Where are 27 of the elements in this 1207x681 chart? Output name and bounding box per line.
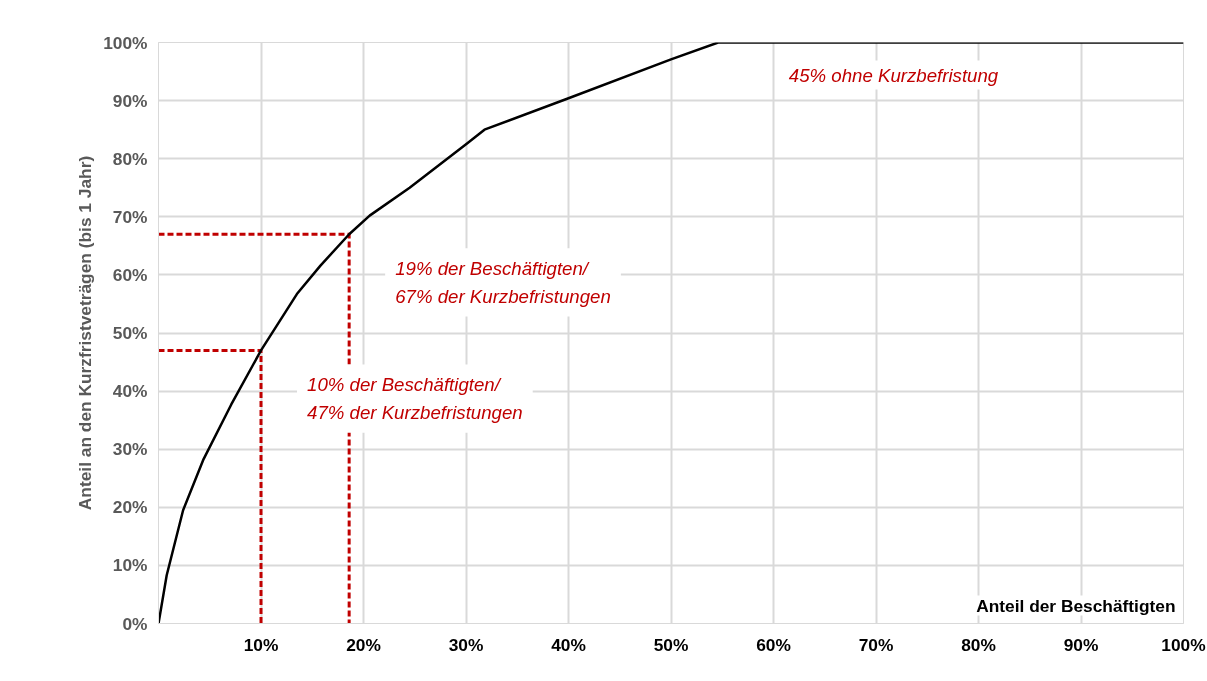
x-tick-label: 100% [1161, 634, 1206, 655]
x-tick-label: 90% [1063, 634, 1099, 655]
line-series [158, 42, 1184, 624]
y-tick-label: 10% [112, 555, 148, 576]
y-tick-label: 40% [112, 381, 148, 402]
y-axis-title: Anteil an den Kurzfristveträgen (bis 1 Jahr) [75, 155, 96, 511]
x-tick-label: 60% [756, 634, 791, 655]
x-tick-label: 10% [243, 634, 279, 655]
y-tick-label: 90% [112, 90, 148, 111]
annotation: 45% ohne Kurzbefristung [788, 64, 999, 86]
x-tick-label: 20% [346, 634, 381, 655]
y-tick-label: 20% [112, 497, 148, 518]
annotation: 19% der Beschäftigten/ 67% der Kurzbefristungen [395, 258, 611, 307]
x-tick-label: 80% [961, 634, 996, 655]
y-tick-label: 0% [122, 613, 148, 634]
x-tick-label: 70% [858, 634, 894, 655]
y-tick-label: 80% [112, 148, 148, 169]
x-axis-title: Anteil der Beschäftigten [976, 595, 1176, 616]
y-tick-label: 70% [112, 206, 148, 227]
x-tick-label: 40% [551, 634, 586, 655]
y-tick-label: 100% [103, 32, 148, 53]
annotation: 10% der Beschäftigten/ 47% der Kurzbefristungen [307, 374, 523, 423]
y-tick-label: 50% [112, 323, 148, 343]
y-tick-label: 60% [112, 264, 148, 285]
y-tick-label: 30% [112, 439, 148, 460]
x-tick-label: 50% [653, 634, 689, 655]
x-tick-label: 30% [448, 634, 484, 655]
